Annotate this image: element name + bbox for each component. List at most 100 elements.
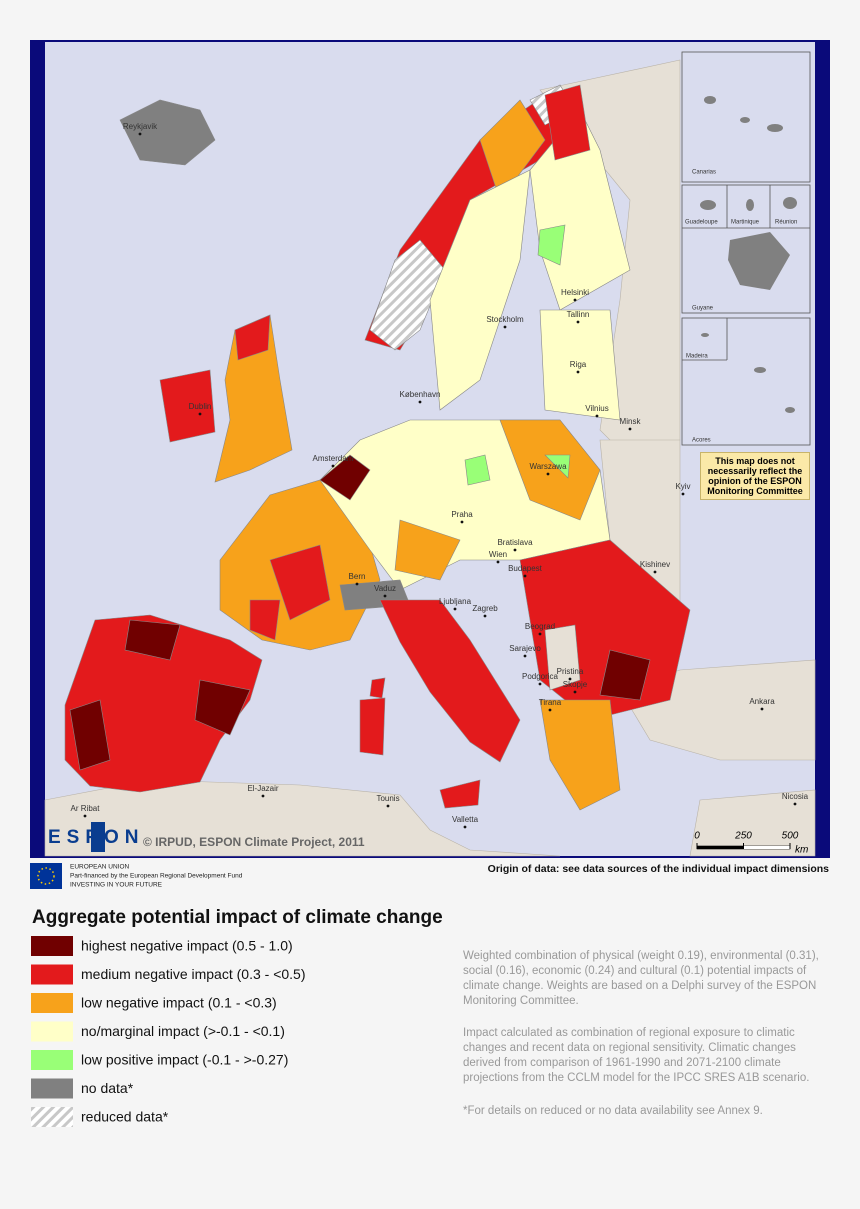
city-dot: [538, 682, 542, 686]
city-dot: [546, 472, 550, 476]
city-dot: [653, 570, 657, 574]
city-label: Bern: [349, 572, 366, 581]
city-dot: [576, 370, 580, 374]
legend-label: highest negative impact (0.5 - 1.0): [81, 938, 293, 954]
note: Weighted combination of physical (weight…: [463, 950, 819, 1007]
city-dot: [261, 794, 265, 798]
eu-stars: [37, 867, 55, 885]
eu-line: Part-financed by the European Regional D…: [70, 873, 243, 880]
city-label: Podgorica: [522, 672, 559, 681]
city-dot: [503, 325, 507, 329]
scale-unit: km: [795, 845, 808, 856]
copyright: © IRPUD, ESPON Climate Project, 2011: [143, 835, 365, 849]
city-dot: [681, 492, 685, 496]
city-label: Kishinev: [640, 560, 670, 569]
city-dot: [496, 560, 500, 564]
city-dot: [198, 412, 202, 416]
legend-swatch: [31, 1021, 73, 1042]
city-dot: [453, 607, 457, 611]
city-label: Warszawa: [529, 462, 567, 471]
data-origin: Origin of data: see data sources of the …: [488, 863, 829, 875]
city-label: Nicosia: [782, 792, 809, 801]
city-dot: [793, 802, 797, 806]
city-dot: [573, 690, 577, 694]
city-label: Dublin: [189, 402, 212, 411]
inset-land: [700, 96, 797, 413]
legend-swatch: [31, 1107, 73, 1127]
city-label: Helsinki: [561, 288, 589, 297]
city-label: Tirana: [539, 698, 562, 707]
eu-line: EUROPEAN UNION: [70, 864, 130, 871]
city-label: Tounis: [376, 794, 399, 803]
legend-label: no/marginal impact (>-0.1 - <0.1): [81, 1023, 285, 1039]
city-dot: [460, 520, 464, 524]
inset-label: Réunion: [775, 220, 797, 226]
city-label: Praha: [451, 510, 473, 519]
city-label: Tallinn: [567, 310, 590, 319]
regions: [64, 84, 691, 811]
city-dot: [538, 632, 542, 636]
legend-label: reduced data*: [81, 1109, 169, 1125]
scale-label: 250: [734, 831, 752, 842]
city-label: Stockholm: [486, 315, 524, 324]
city-label: Minsk: [620, 417, 642, 426]
city-label: Ljubljana: [439, 597, 472, 606]
espon-logo: ESPON: [48, 827, 145, 848]
city-label: El-Jazair: [247, 784, 278, 793]
city-dot: [418, 400, 422, 404]
eu-line: INVESTING IN YOUR FUTURE: [70, 882, 163, 889]
legend-swatch: [31, 964, 73, 985]
city-dot: [548, 708, 552, 712]
city-dot: [595, 414, 599, 418]
city-dot: [760, 707, 764, 711]
note: *For details on reduced or no data avail…: [463, 1105, 763, 1117]
city-label: Ar Ribat: [71, 804, 101, 813]
inset-label: Acores: [692, 438, 711, 444]
city-dot: [523, 654, 527, 658]
city-label: Zagreb: [472, 604, 498, 613]
legend-label: low positive impact (-0.1 - >-0.27): [81, 1052, 288, 1068]
city-dot: [573, 298, 577, 302]
city-label: Bratislava: [497, 538, 533, 547]
inset-label: Martinique: [731, 220, 760, 226]
scale-label: 500: [782, 831, 799, 842]
city-label: Vaduz: [374, 584, 396, 593]
city-label: København: [400, 390, 441, 399]
city-dot: [355, 582, 359, 586]
inset-label: Guadeloupe: [685, 220, 718, 226]
city-dot: [483, 614, 487, 618]
legend-label: no data*: [81, 1080, 134, 1096]
city-dot: [386, 804, 390, 808]
legend-label: medium negative impact (0.3 - <0.5): [81, 966, 306, 982]
city-dot: [383, 594, 387, 598]
city-dot: [138, 132, 142, 136]
city-dot: [628, 427, 632, 431]
city-dot: [331, 464, 335, 468]
land-outside: [44, 59, 816, 857]
city-label: Vilnius: [585, 404, 608, 413]
city-label: Skopje: [563, 680, 588, 689]
note: Impact calculated as combination of regi…: [463, 1027, 810, 1084]
city-label: Ankara: [749, 697, 775, 706]
city-label: Riga: [570, 360, 587, 369]
city-label: Valletta: [452, 815, 479, 824]
inset-label: Canarias: [692, 170, 716, 176]
disclaimer: This map does not necessarily reflect th…: [700, 452, 810, 500]
city-dot: [513, 548, 517, 552]
city-label: Kyiv: [675, 482, 690, 491]
city-label: Sarajevo: [509, 644, 541, 653]
city-dot: [523, 574, 527, 578]
city-label: Beograd: [525, 622, 555, 631]
scale-segment: [743, 846, 790, 849]
city-label: Budapest: [508, 564, 543, 573]
legend-swatch: [31, 993, 73, 1013]
legend-swatch: [31, 1078, 73, 1099]
legend-swatch: [31, 936, 73, 956]
city-dot: [83, 814, 87, 818]
espon-logo-box: [91, 822, 105, 852]
city-label: Amsterdam: [313, 454, 354, 463]
legend-title: Aggregate potential impact of climate ch…: [32, 907, 443, 928]
city-label: Wien: [489, 550, 507, 559]
